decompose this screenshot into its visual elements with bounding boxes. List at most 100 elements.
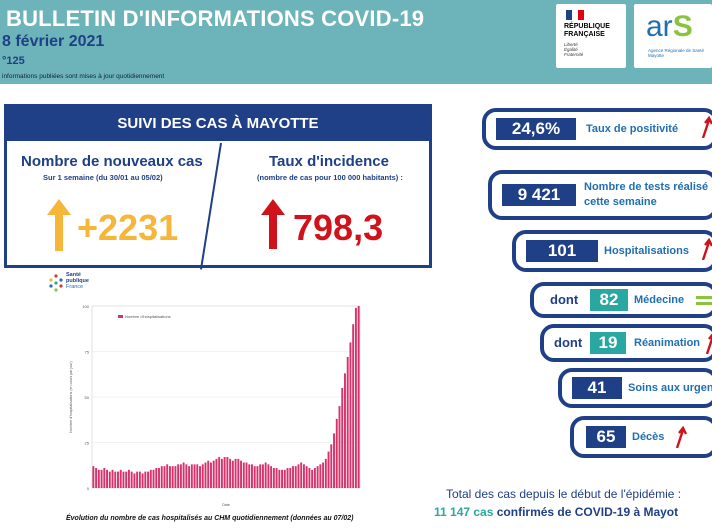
chart-bar: [117, 471, 119, 488]
chart-bar: [300, 462, 303, 488]
chart-bar: [212, 460, 215, 488]
chart-bar: [294, 466, 297, 488]
chart-bar: [267, 464, 270, 488]
chart-bar: [152, 469, 155, 488]
chart-bar: [166, 464, 169, 488]
reanimation-dont: dont: [554, 335, 583, 350]
chart-bar: [305, 466, 308, 488]
tests-card: 9 421 Nombre de tests réalisé cette sema…: [488, 170, 712, 220]
chart-bar: [122, 471, 125, 488]
chart-bar: [138, 471, 141, 488]
chart-bar: [357, 306, 360, 488]
chart-bar: [289, 467, 292, 488]
chart-bar: [240, 460, 242, 488]
tests-value: 9 421: [502, 184, 576, 206]
chart-bar: [330, 444, 333, 488]
chart-bar: [158, 467, 160, 488]
ars-word: ar: [646, 10, 673, 43]
chart-bar: [292, 466, 294, 488]
chart-bar: [141, 473, 144, 488]
medecine-label: Médecine: [634, 294, 685, 306]
urgences-value: 41: [572, 377, 622, 399]
reanimation-label: Réanimation: [634, 337, 701, 349]
hospitalisations-card: 101 Hospitalisations: [512, 230, 712, 272]
chart-y-tick-label: 100: [82, 304, 89, 309]
chart-bar: [275, 467, 278, 488]
chart-bar: [283, 469, 286, 488]
sante-publique-dots-icon: [49, 274, 63, 292]
chart-bar: [127, 469, 130, 488]
chart-bar: [311, 469, 314, 488]
chart-bar: [193, 464, 196, 488]
orange-up-arrow-icon: [47, 199, 71, 251]
chart-bar: [125, 471, 128, 488]
incidence-subtitle: (nombre de cas pour 100 000 habitants) :: [257, 173, 403, 182]
chart-bar: [313, 467, 316, 488]
chart-bar: [322, 462, 325, 488]
sp-line3: France: [66, 284, 84, 290]
chart-bar: [155, 467, 158, 488]
chart-bar: [207, 460, 210, 488]
red-up-arrow-icon: [261, 199, 285, 249]
medecine-card: dont 82 Médecine: [530, 282, 712, 318]
sante-publique-france-logo: Santé publique France: [48, 272, 108, 298]
medecine-dont: dont: [550, 292, 579, 307]
chart-legend-label: Nombre d'hospitalisations: [125, 314, 171, 319]
chart-bar: [264, 462, 267, 488]
chart-bar: [253, 466, 256, 488]
chart-y-tick-label: 25: [85, 441, 90, 446]
chart-x-axis-label: Date: [222, 503, 230, 507]
chart-bar: [108, 471, 111, 488]
chart-bar: [259, 464, 262, 488]
rf-motto-3: Fraternité: [564, 52, 584, 57]
chart-bar: [147, 471, 150, 488]
rf-motto-2: Égalité: [564, 47, 578, 52]
deces-label: Décès: [632, 431, 665, 443]
update-note: informations publiées sont mises à jour …: [2, 73, 165, 80]
chart-bar: [171, 466, 174, 488]
deces-value: 65: [586, 426, 626, 448]
chart-bar: [182, 462, 185, 488]
chart-bar: [199, 466, 201, 488]
deces-card: 65 Décès: [570, 416, 712, 458]
chart-bar: [251, 464, 253, 488]
chart-bar: [92, 466, 95, 488]
chart-y-tick-label: 50: [85, 395, 90, 400]
urgences-label: Soins aux urgenc: [628, 382, 712, 394]
sp-line1: Santé: [66, 272, 81, 278]
chart-bar: [144, 471, 147, 488]
chart-bar: [226, 457, 229, 488]
chart-bar: [346, 356, 349, 488]
positivite-card: 24,6% Taux de positivité: [482, 108, 712, 150]
hospitalisations-trend-up-icon: [701, 238, 712, 260]
hospitalisations-label: Hospitalisations: [604, 245, 689, 257]
chart-bar: [248, 464, 251, 488]
french-flag-icon: [566, 10, 584, 20]
chart-bar: [201, 464, 204, 488]
hospitalisation-chart-svg: 0 25 50 75 100 Nombre d'hospitalisations (en …: [69, 304, 361, 507]
chart-bar: [333, 433, 335, 488]
chart-y-tick-label: 75: [85, 350, 90, 355]
positivite-trend-up-icon: [701, 116, 712, 138]
suivi-heading: SUIVI DES CAS À MAYOTTE: [7, 107, 429, 141]
ars-s: S: [672, 10, 693, 43]
chart-bar: [95, 467, 98, 488]
reanimation-card: dont 19 Réanimation: [540, 324, 712, 362]
chart-bar: [168, 466, 171, 488]
chart-bar: [234, 458, 237, 488]
panel-divider: [199, 142, 222, 270]
chart-bar: [149, 469, 152, 488]
chart-bar: [220, 458, 223, 488]
suivi-panel: SUIVI DES CAS À MAYOTTE Nombre de nouvea…: [4, 104, 432, 270]
tests-label-1: Nombre de tests réalisé: [584, 181, 709, 193]
chart-bar: [278, 469, 281, 488]
chart-bar: [210, 462, 212, 488]
bulletin-number: °125: [2, 55, 25, 67]
chart-y-tick-label: 0: [87, 486, 90, 491]
chart-bar: [100, 469, 103, 488]
chart-bar: [136, 471, 139, 488]
rf-motto-1: Liberté: [564, 42, 578, 47]
chart-legend-swatch: [118, 315, 123, 318]
chart-bar: [97, 469, 100, 488]
chart-bar: [297, 464, 300, 488]
